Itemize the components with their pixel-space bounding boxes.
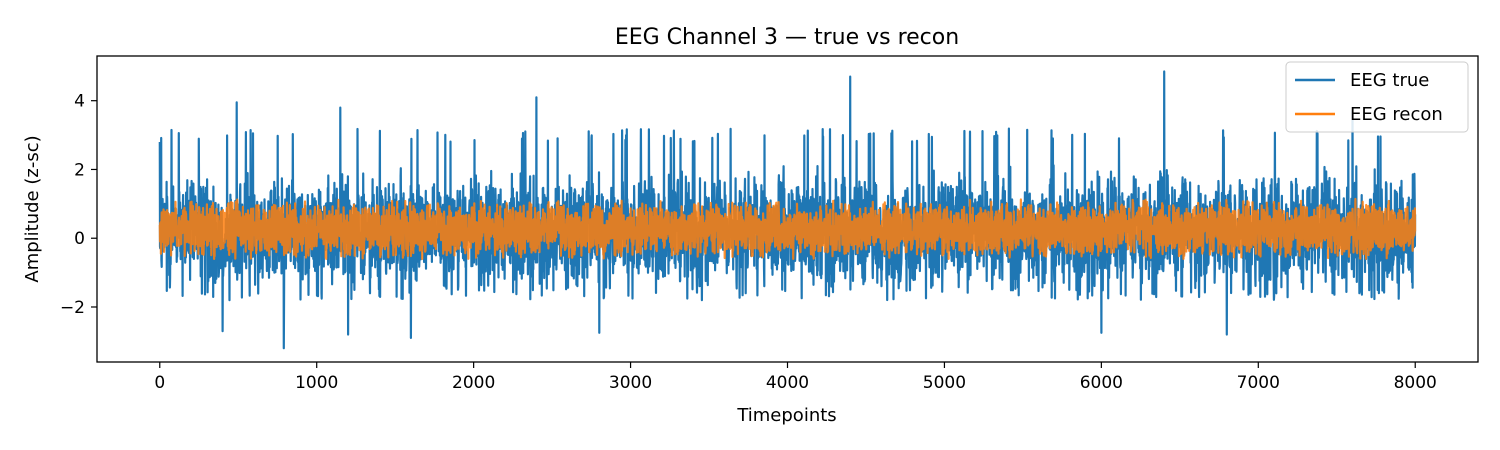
y-tick-label: 4 [74, 92, 85, 112]
x-tick-label: 8000 [1394, 373, 1437, 393]
y-axis-label: Amplitude (z-sc) [22, 135, 43, 282]
legend: EEG true EEG recon [1285, 61, 1469, 133]
x-tick-label: 1000 [295, 373, 338, 393]
plot-area [158, 70, 1417, 350]
series-line-eeg-recon [158, 197, 1417, 260]
x-tick-label: 7000 [1237, 373, 1280, 393]
chart-title: EEG Channel 3 — true vs recon [615, 25, 959, 50]
y-tick-label: 0 [74, 229, 85, 249]
legend-label-eeg-recon: EEG recon [1350, 104, 1443, 125]
y-tick-label: 2 [74, 160, 85, 180]
x-tick-label: 0 [154, 373, 165, 393]
x-tick-label: 3000 [609, 373, 652, 393]
legend-label-eeg-true: EEG true [1350, 70, 1429, 91]
x-axis-label: Timepoints [736, 405, 836, 426]
x-axis: 0 1000 2000 3000 4000 5000 6000 7000 8000 [154, 362, 1437, 393]
x-tick-label: 4000 [766, 373, 809, 393]
y-axis: −2 0 2 4 [60, 92, 97, 318]
x-tick-label: 6000 [1080, 373, 1123, 393]
x-tick-label: 2000 [452, 373, 495, 393]
y-tick-label: −2 [60, 298, 85, 318]
x-tick-label: 5000 [923, 373, 966, 393]
